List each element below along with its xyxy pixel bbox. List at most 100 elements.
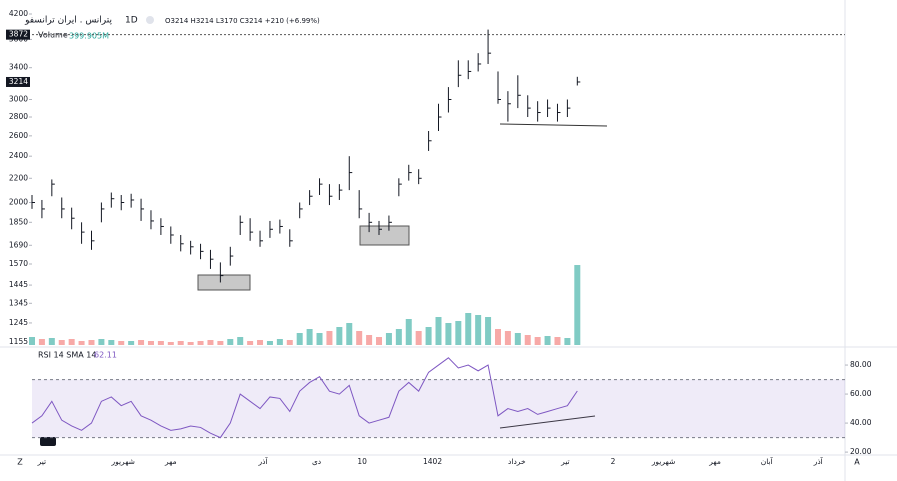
y-tick-label: 2400 [9,151,28,160]
volume-bar [48,338,55,345]
volume-bar [385,333,392,345]
volume-bar [574,265,581,345]
volume-bar [276,339,283,345]
y-tick-label: 2800 [9,112,28,121]
volume-bar [217,341,224,345]
volume-bar [227,339,234,345]
toggle[interactable] [146,16,154,24]
x-tick-label: شهریور [651,457,675,466]
left-button[interactable]: Z [17,458,23,467]
x-tick-label: شهریور [110,457,134,466]
volume-bar [197,341,204,345]
x-tick-label: تیر [560,457,570,466]
volume-bar [38,339,45,345]
symbol-title: پترانس . ایران ترانسفو [24,16,112,26]
volume-bar [326,331,333,345]
volume-bar [485,317,492,345]
ohlc-legend: O3214 H3214 L3170 C3214 +210 (+6.99%) [165,17,320,25]
volume-bar [138,340,145,345]
rsi-value: 62.11 [94,351,117,360]
y-tick-label: 1445 [9,280,28,289]
volume-bar [544,336,551,345]
volume-bar [425,327,432,345]
last-price-label: 3214 [9,77,28,86]
volume-bar [187,342,194,345]
volume-bar [514,333,521,345]
y-tick-label: 1690 [9,240,28,249]
volume-bar [455,321,462,345]
volume-bar [475,315,482,345]
volume-bar [366,335,373,345]
volume-bar [29,337,35,345]
volume-bar [286,340,293,345]
y-tick-label: 1570 [9,259,28,268]
y-tick-label: 20.00 [850,447,872,456]
max-price-label: 3872 [9,30,28,39]
volume-bar [564,338,571,345]
y-tick-label: 3400 [9,63,28,72]
right-button[interactable]: A [854,458,860,467]
x-tick-label: 2 [611,457,616,466]
volume-bar [98,339,105,345]
volume-bar [376,337,383,345]
volume-bar [405,319,412,345]
y-tick-label: 3000 [9,94,28,103]
rsi-band [32,379,845,438]
volume-bar [167,342,174,345]
y-tick-label: 1245 [9,318,28,327]
y-tick-label: 1850 [9,217,28,226]
volume-bar [257,340,264,345]
trend-line [499,415,596,429]
volume-bar [534,337,541,345]
volume-bar [68,339,75,345]
y-tick-label: 4200 [9,9,28,18]
volume-bar [336,327,343,345]
y-tick-label: 1155 [9,337,28,346]
volume-bar [316,333,323,345]
volume-bar [524,335,531,345]
x-tick-label: 10 [357,457,367,466]
rsi-line [31,357,578,439]
tv-logo [40,437,56,446]
volume-bar [266,341,273,345]
volume-bar [157,341,164,345]
x-tick-label: مهر [164,457,177,466]
interval: 1D [125,16,138,26]
y-tick-label: 40.00 [850,418,872,427]
y-tick-label: 2000 [9,198,28,207]
x-tick-label: دی [312,457,321,466]
volume-bar [58,340,65,345]
volume-bar [247,341,254,345]
volume-bar [435,317,442,345]
volume-bar [346,323,353,345]
y-tick-label: 80.00 [850,360,872,369]
volume-bar [108,340,115,345]
price-label-bg [6,76,30,87]
volume-bar [296,333,303,345]
volume-bar [147,341,154,345]
volume-bar [128,341,135,345]
annotation-box [359,225,410,246]
x-tick-label: مهر [708,457,721,466]
x-tick-label: آذر [813,456,824,466]
volume-bar [504,331,511,345]
volume-value: 399.905M [69,32,109,41]
x-tick-label: آذر [257,456,268,466]
volume-bar [356,331,363,345]
annotation-box [197,274,251,291]
rsi-title: RSI 14 SMA 14 [38,351,96,360]
x-tick-label: تیر [37,457,47,466]
y-tick-label: 1345 [9,298,28,307]
volume-bar [207,340,214,345]
volume-bar [118,341,125,345]
y-tick-label: 2200 [9,173,28,182]
volume-bar [494,329,501,345]
volume-bar [395,329,402,345]
volume-bar [306,329,313,345]
volume-bar [465,313,472,345]
y-tick-label: 2600 [9,131,28,140]
volume-bar [78,341,85,345]
volume-bar [445,323,452,345]
